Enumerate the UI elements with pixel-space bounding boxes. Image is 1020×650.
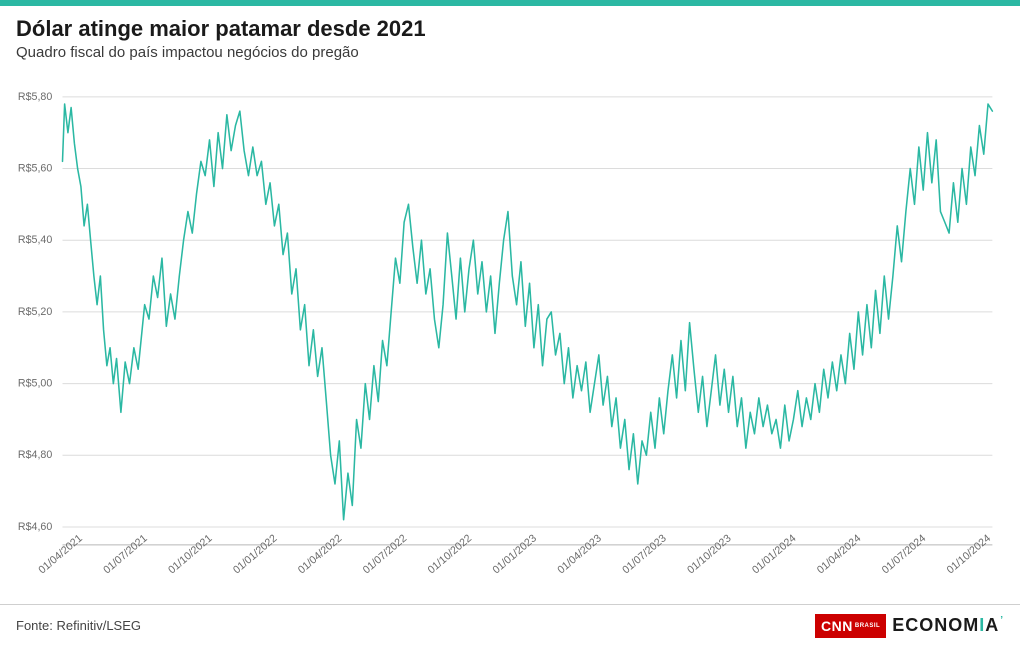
- svg-text:R$5,20: R$5,20: [18, 306, 52, 318]
- chart-subtitle: Quadro fiscal do país impactou negócios …: [16, 44, 1004, 61]
- svg-text:01/07/2022: 01/07/2022: [361, 532, 409, 576]
- svg-text:01/01/2022: 01/01/2022: [231, 532, 279, 576]
- cnn-logo: CNN BRASIL: [815, 614, 886, 638]
- svg-text:R$4,80: R$4,80: [18, 449, 52, 461]
- svg-text:01/07/2024: 01/07/2024: [880, 532, 928, 576]
- svg-text:R$5,40: R$5,40: [18, 234, 52, 246]
- svg-text:01/07/2023: 01/07/2023: [620, 532, 668, 576]
- cnn-sub: BRASIL: [855, 623, 880, 629]
- source-label: Fonte: Refinitiv/LSEG: [16, 618, 141, 633]
- svg-text:01/10/2024: 01/10/2024: [945, 532, 993, 576]
- svg-text:R$4,60: R$4,60: [18, 521, 52, 533]
- svg-text:R$5,60: R$5,60: [18, 162, 52, 174]
- svg-text:01/01/2023: 01/01/2023: [490, 532, 538, 576]
- svg-text:01/10/2021: 01/10/2021: [166, 532, 214, 576]
- brand-block: CNN BRASIL ECONOMIA’: [815, 614, 1004, 638]
- econ-part-c: A: [985, 615, 999, 636]
- economia-logo: ECONOMIA’: [892, 615, 1004, 636]
- cnn-text: CNN: [821, 618, 853, 634]
- svg-text:01/10/2023: 01/10/2023: [685, 532, 733, 576]
- svg-text:01/04/2024: 01/04/2024: [815, 532, 863, 576]
- header: Dólar atinge maior patamar desde 2021 Qu…: [0, 6, 1020, 65]
- econ-apostrophe: ’: [1000, 615, 1004, 626]
- page: Dólar atinge maior patamar desde 2021 Qu…: [0, 0, 1020, 650]
- svg-text:01/04/2022: 01/04/2022: [296, 532, 344, 576]
- econ-part-a: ECONOM: [892, 615, 979, 636]
- line-chart: R$4,60 R$4,80 R$5,00 R$5,20 R$5,40 R$5,60 R$5,…: [16, 73, 1004, 604]
- svg-text:01/10/2022: 01/10/2022: [426, 532, 474, 576]
- svg-text:R$5,00: R$5,00: [18, 377, 52, 389]
- svg-text:01/04/2023: 01/04/2023: [555, 532, 603, 576]
- footer: Fonte: Refinitiv/LSEG CNN BRASIL ECONOMI…: [0, 604, 1020, 650]
- chart-area: R$4,60 R$4,80 R$5,00 R$5,20 R$5,40 R$5,60 R$5,…: [0, 65, 1020, 604]
- svg-text:01/04/2021: 01/04/2021: [36, 532, 84, 576]
- chart-title: Dólar atinge maior patamar desde 2021: [16, 16, 1004, 42]
- svg-text:01/07/2021: 01/07/2021: [101, 532, 149, 576]
- svg-text:R$5,80: R$5,80: [18, 91, 52, 103]
- svg-text:01/01/2024: 01/01/2024: [750, 532, 798, 576]
